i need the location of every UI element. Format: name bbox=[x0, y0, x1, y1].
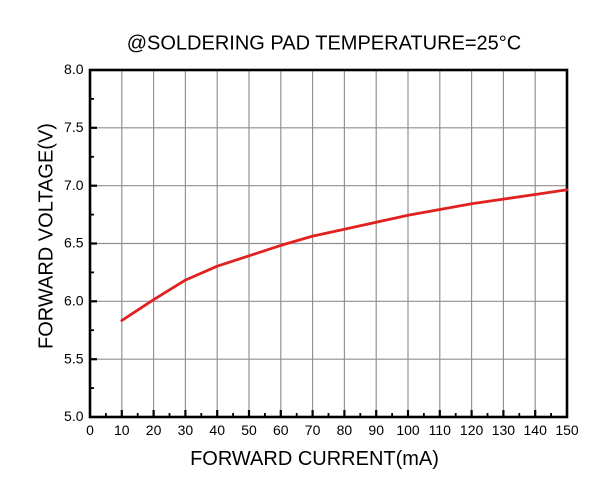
svg-text:130: 130 bbox=[492, 422, 516, 438]
svg-text:90: 90 bbox=[368, 422, 384, 438]
svg-text:5.0: 5.0 bbox=[64, 408, 84, 424]
svg-text:6.0: 6.0 bbox=[64, 293, 84, 309]
svg-text:60: 60 bbox=[273, 422, 289, 438]
svg-text:120: 120 bbox=[460, 422, 484, 438]
svg-text:70: 70 bbox=[305, 422, 321, 438]
svg-text:7.5: 7.5 bbox=[64, 119, 84, 135]
svg-text:@SOLDERING PAD TEMPERATURE=25°: @SOLDERING PAD TEMPERATURE=25°C bbox=[127, 33, 522, 55]
svg-text:150: 150 bbox=[555, 422, 579, 438]
svg-text:FORWARD VOLTAGE(V): FORWARD VOLTAGE(V) bbox=[35, 123, 57, 349]
svg-text:FORWARD CURRENT(mA): FORWARD CURRENT(mA) bbox=[190, 448, 439, 470]
svg-text:5.5: 5.5 bbox=[64, 350, 84, 366]
svg-text:7.0: 7.0 bbox=[64, 177, 84, 193]
svg-text:6.5: 6.5 bbox=[64, 235, 84, 251]
svg-text:20: 20 bbox=[146, 422, 162, 438]
svg-text:8.0: 8.0 bbox=[64, 61, 84, 77]
svg-text:80: 80 bbox=[337, 422, 353, 438]
svg-text:100: 100 bbox=[396, 422, 420, 438]
svg-text:0: 0 bbox=[86, 422, 94, 438]
svg-text:10: 10 bbox=[114, 422, 130, 438]
svg-text:110: 110 bbox=[429, 422, 452, 438]
svg-text:140: 140 bbox=[524, 422, 548, 438]
svg-text:50: 50 bbox=[241, 422, 257, 438]
svg-text:30: 30 bbox=[178, 422, 194, 438]
svg-text:40: 40 bbox=[209, 422, 225, 438]
